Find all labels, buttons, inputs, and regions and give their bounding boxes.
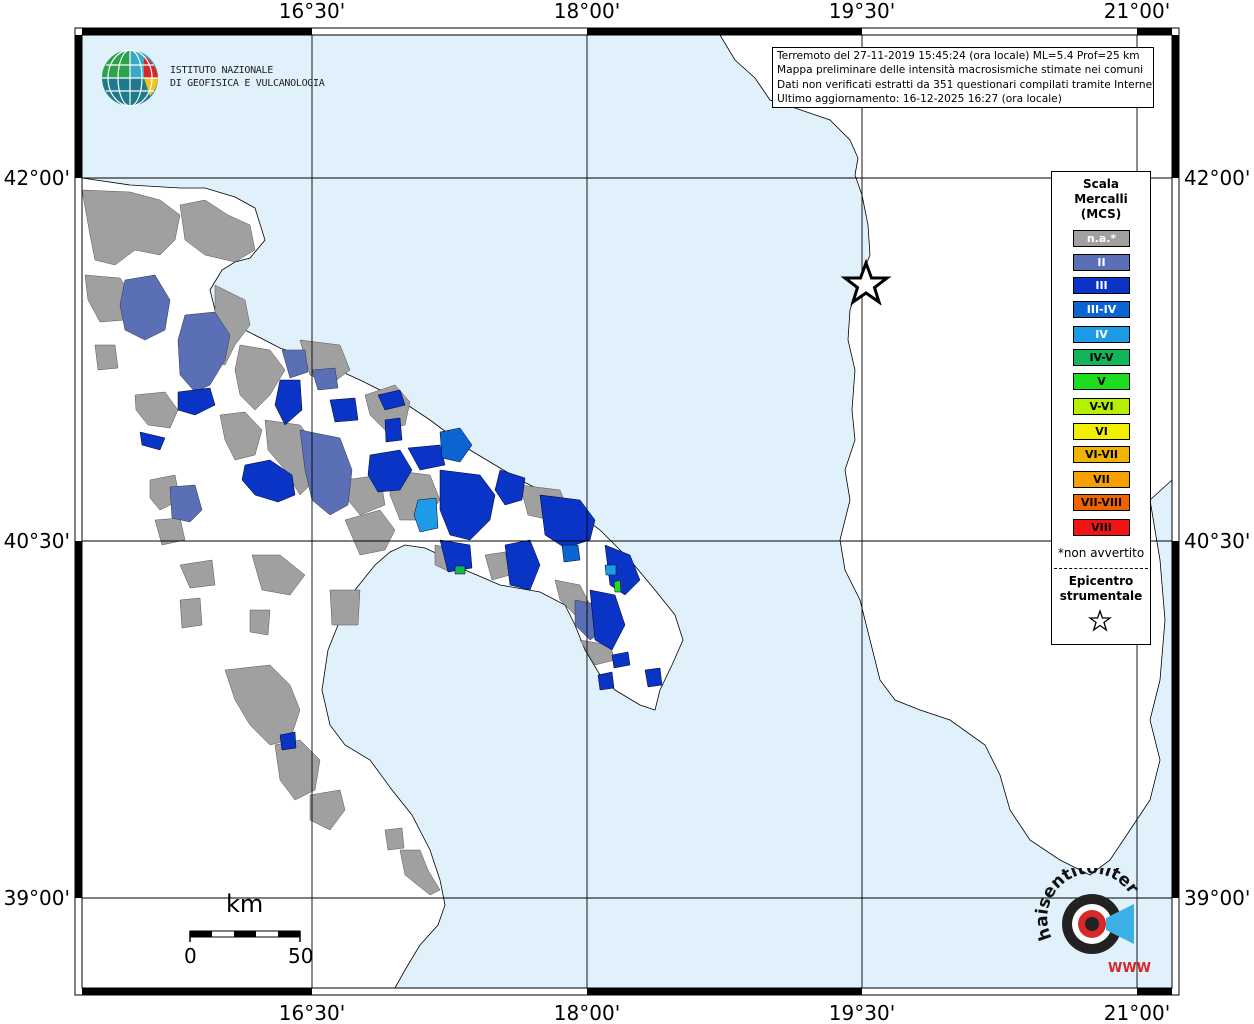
legend-title: Scala Mercalli (MCS) <box>1052 177 1150 222</box>
top-tick-4: 21°00' <box>1104 0 1170 23</box>
left-tick-1: 42°00' <box>4 166 70 190</box>
scale-bar <box>189 930 301 942</box>
legend-title-2: Mercalli <box>1074 192 1128 206</box>
legend-na-note: *non avvertito <box>1057 546 1145 560</box>
mcs-legend: Scala Mercalli (MCS) n.a.* II III III-IV… <box>1051 171 1151 645</box>
left-tick-3: 39°00' <box>4 886 70 910</box>
scale-bar-title: km <box>226 890 264 918</box>
event-info-box: Terremoto del 27-11-2019 15:45:24 (ora l… <box>772 47 1154 108</box>
info-line-4: Ultimo aggiornamento: 16-12-2025 16:27 (… <box>777 93 1062 106</box>
region-iii-iv <box>439 427 581 563</box>
region-iv-v <box>454 565 466 575</box>
ingv-globe-logo <box>102 49 158 107</box>
legend-title-3: (MCS) <box>1080 207 1122 221</box>
legend-separator <box>1054 568 1148 569</box>
region-v <box>613 579 622 593</box>
bottom-tick-2: 18°00' <box>554 1001 620 1024</box>
legend-level-iii: III <box>1073 277 1130 294</box>
right-tick-3: 39°00' <box>1184 886 1250 910</box>
legend-level-iv-v: IV-V <box>1073 349 1130 366</box>
ingv-name: ISTITUTO NAZIONALE DI GEOFISICA E VULCAN… <box>170 64 325 90</box>
legend-level-vi-vii: VI-VII <box>1073 446 1130 463</box>
left-tick-2: 40°30' <box>4 529 70 553</box>
legend-level-vi: VI <box>1073 423 1130 440</box>
scale-bar-max: 50 <box>288 944 314 968</box>
region-iv <box>413 497 617 576</box>
region-iii <box>139 379 663 751</box>
legend-level-vii-viii: VII-VIII <box>1073 494 1130 511</box>
legend-level-vii: VII <box>1073 471 1130 488</box>
legend-star-icon <box>1088 609 1112 632</box>
legend-epicenter-1: Epicentro <box>1068 574 1134 588</box>
legend-level-ii: II <box>1073 254 1130 271</box>
ingv-line-1: ISTITUTO NAZIONALE <box>170 65 273 76</box>
info-line-2: Mappa preliminare delle intensità macros… <box>777 64 1144 77</box>
legend-epicenter-2: strumentale <box>1059 589 1143 603</box>
legend-level-v-vi: V-VI <box>1073 398 1130 415</box>
right-tick-2: 40°30' <box>1184 529 1250 553</box>
badge-url: WWW <box>1108 961 1151 976</box>
scale-bar-min: 0 <box>184 944 197 968</box>
legend-epicenter-label: Epicentro strumentale <box>1052 574 1150 604</box>
legend-level-iii-iv: III-IV <box>1073 301 1130 318</box>
epicenter-star <box>840 258 892 306</box>
right-tick-1: 42°00' <box>1184 166 1250 190</box>
italy-landmass <box>82 177 684 988</box>
legend-level-v: V <box>1073 373 1130 390</box>
frame-bars <box>75 28 1179 995</box>
bottom-tick-1: 16°30' <box>279 1001 345 1024</box>
legend-title-1: Scala <box>1082 177 1120 191</box>
info-line-1: Terremoto del 27-11-2019 15:45:24 (ora l… <box>777 50 1140 62</box>
top-tick-3: 19°30' <box>829 0 895 23</box>
bottom-tick-4: 21°00' <box>1104 1001 1170 1024</box>
legend-level-na: n.a.* <box>1073 230 1130 247</box>
top-tick-2: 18°00' <box>554 0 620 23</box>
haisentito-badge: haisentitoilterremoto.it WWW <box>1034 868 1151 976</box>
top-tick-1: 16°30' <box>279 0 345 23</box>
ingv-line-2: DI GEOFISICA E VULCANOLOGIA <box>170 78 325 89</box>
legend-level-iv: IV <box>1073 326 1130 343</box>
bottom-tick-3: 19°30' <box>829 1001 895 1024</box>
info-line-3: Dati non verificati estratti da 351 ques… <box>777 78 1154 91</box>
legend-level-viii: VIII <box>1073 519 1130 536</box>
